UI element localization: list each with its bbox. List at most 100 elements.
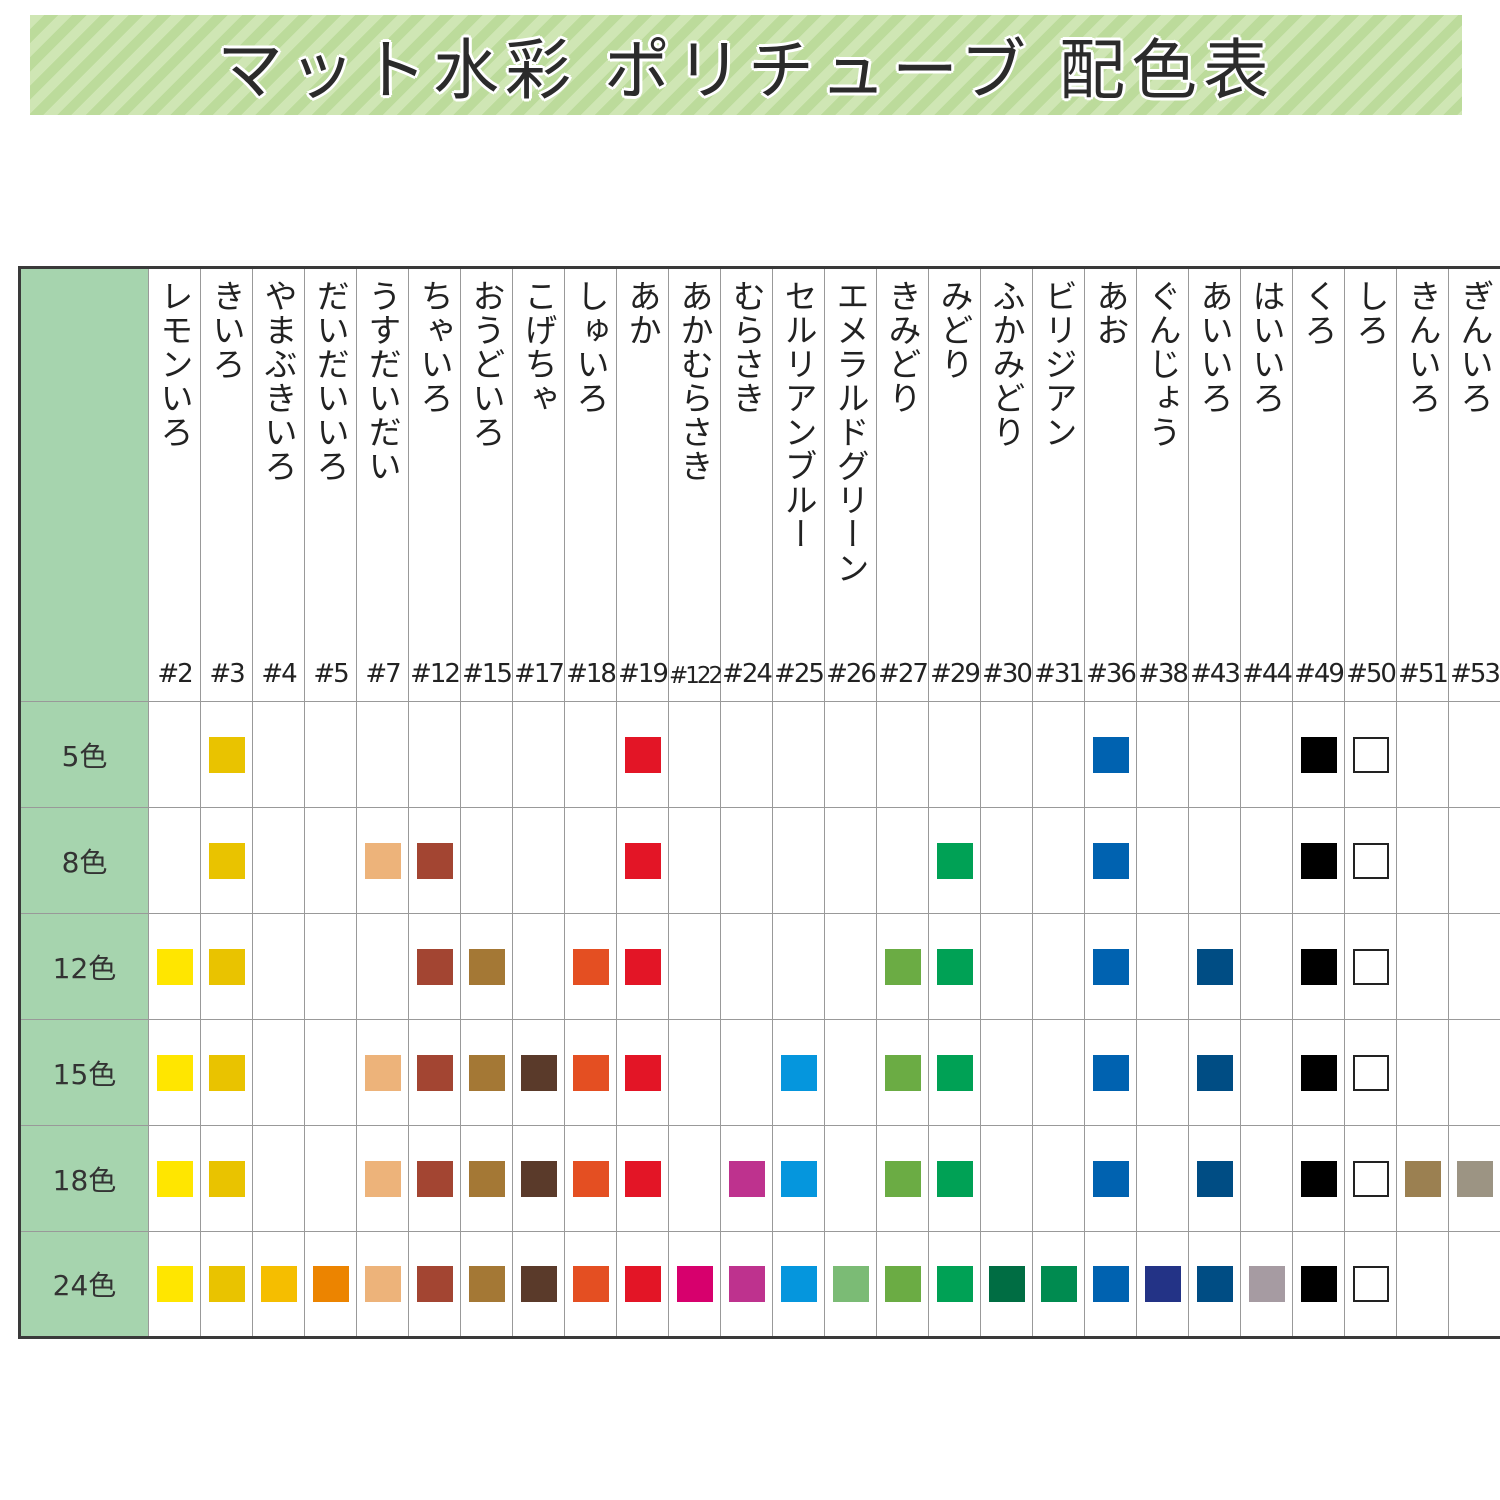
color-name: ぎんいろ: [1455, 279, 1494, 415]
color-code: #19: [618, 659, 669, 689]
set-cell: [876, 807, 929, 914]
color-name: みどり: [935, 279, 974, 381]
color-swatch: [520, 1266, 557, 1302]
color-swatch: [780, 1160, 817, 1197]
color-code: #36: [1086, 659, 1137, 689]
set-cell: [980, 1019, 1033, 1126]
color-swatch: [624, 1266, 661, 1302]
color-swatch: [208, 1160, 245, 1197]
set-cell: [408, 701, 461, 808]
color-swatch: [1196, 1160, 1233, 1197]
set-cell: [1396, 807, 1449, 914]
column-header: きんいろ #51: [1396, 267, 1449, 702]
set-cell: [1240, 807, 1293, 914]
color-swatch: [1352, 1266, 1389, 1302]
set-cell: [720, 701, 773, 808]
set-cell: [616, 1125, 669, 1232]
color-swatch: [728, 1266, 765, 1302]
set-cell: [408, 913, 461, 1020]
color-name: はいいろ: [1247, 279, 1286, 415]
set-cell: [1396, 701, 1449, 808]
set-cell: [720, 1019, 773, 1126]
column-header: ぎんいろ #53: [1448, 267, 1500, 702]
color-name: きいろ: [207, 279, 246, 381]
set-cell: [564, 1125, 617, 1232]
color-swatch: [884, 1054, 921, 1091]
set-cell: [1396, 1231, 1449, 1338]
set-cell: [1344, 807, 1397, 914]
column-header: あいいろ #43: [1188, 267, 1241, 702]
column-header: やまぶきいろ #4: [252, 267, 305, 702]
set-cell: [616, 1231, 669, 1338]
set-cell: [200, 913, 253, 1020]
set-cell: [928, 1019, 981, 1126]
color-swatch: [208, 1054, 245, 1091]
color-swatch: [884, 1266, 921, 1302]
color-swatch: [1352, 842, 1389, 879]
color-code: #44: [1242, 659, 1293, 689]
color-swatch: [1352, 1160, 1389, 1197]
color-name: きみどり: [883, 279, 922, 415]
column-header: ぐんじょう #38: [1136, 267, 1189, 702]
color-code: #17: [514, 659, 565, 689]
color-swatch: [1300, 1054, 1337, 1091]
color-swatch: [676, 1266, 713, 1302]
color-swatch: [1248, 1266, 1285, 1302]
color-name: こげちゃ: [519, 279, 558, 415]
color-swatch: [728, 1160, 765, 1197]
set-cell: [668, 1231, 721, 1338]
set-cell: [564, 1019, 617, 1126]
set-cell: [1240, 701, 1293, 808]
color-swatch: [1092, 1054, 1129, 1091]
color-code: #25: [774, 659, 825, 689]
color-swatch: [884, 948, 921, 985]
set-cell: [1032, 1125, 1085, 1232]
color-swatch: [936, 948, 973, 985]
set-cell: [1344, 701, 1397, 808]
set-cell: [876, 1231, 929, 1338]
color-code: #50: [1346, 659, 1397, 689]
set-cell: [824, 913, 877, 1020]
color-swatch: [624, 948, 661, 985]
set-cell: [564, 701, 617, 808]
color-swatch: [364, 1266, 401, 1302]
set-cell: [200, 1125, 253, 1232]
set-cell: [1396, 1125, 1449, 1232]
color-swatch: [416, 948, 453, 985]
color-name: ちゃいろ: [415, 279, 454, 415]
set-cell: [304, 1019, 357, 1126]
color-swatch: [1300, 842, 1337, 879]
set-label: 5色: [19, 701, 149, 808]
color-swatch: [1352, 736, 1389, 773]
set-cell: [460, 1125, 513, 1232]
set-cell: [668, 807, 721, 914]
set-cell: [304, 1231, 357, 1338]
set-cell: [148, 807, 201, 914]
set-cell: [980, 807, 1033, 914]
set-cell: [668, 701, 721, 808]
set-cell: [1448, 807, 1500, 914]
color-code: #18: [566, 659, 617, 689]
color-swatch: [624, 1054, 661, 1091]
column-header: おうどいろ #15: [460, 267, 513, 702]
set-cell: [1188, 913, 1241, 1020]
color-swatch: [988, 1266, 1025, 1302]
set-cell: [1448, 701, 1500, 808]
set-cell: [408, 1125, 461, 1232]
color-name: あかむらさき: [675, 279, 714, 483]
color-swatch: [1196, 1054, 1233, 1091]
column-header: エメラルドグリーン #26: [824, 267, 877, 702]
set-cell: [356, 807, 409, 914]
set-row: 15色: [19, 1019, 1500, 1126]
column-header: ふかみどり #30: [980, 267, 1033, 702]
column-header: しろ #50: [1344, 267, 1397, 702]
set-cell: [928, 1125, 981, 1232]
set-cell: [200, 1019, 253, 1126]
set-cell: [1292, 1125, 1345, 1232]
color-swatch: [416, 842, 453, 879]
color-name: うすだいだい: [363, 279, 402, 483]
column-header: ちゃいろ #12: [408, 267, 461, 702]
column-header: セルリアンブルー #25: [772, 267, 825, 702]
color-swatch: [624, 736, 661, 773]
set-cell: [304, 1125, 357, 1232]
